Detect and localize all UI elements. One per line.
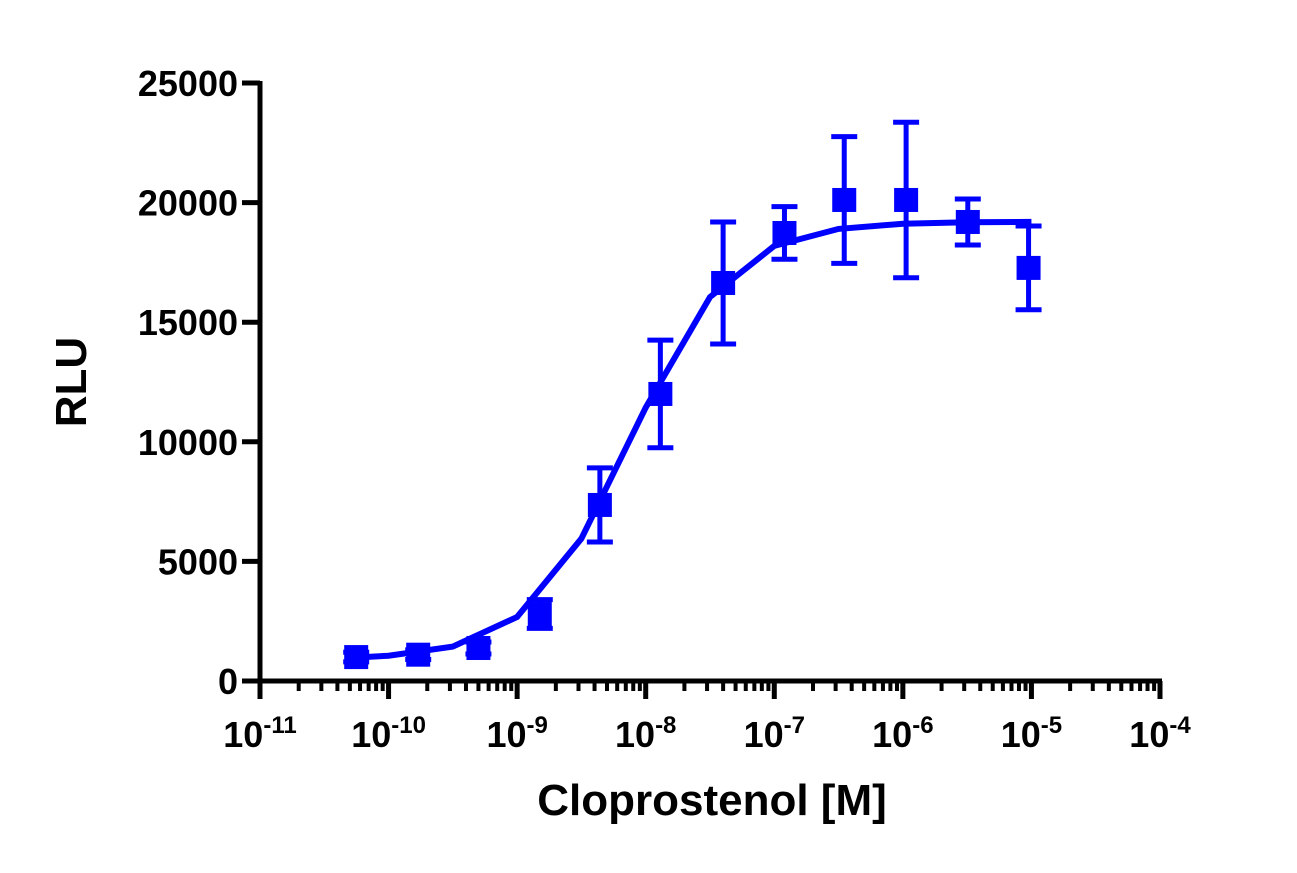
y-tick-label: 5000 bbox=[158, 541, 238, 582]
x-tick-label: 10-4 bbox=[1129, 712, 1191, 755]
x-tick-label: 10-7 bbox=[744, 712, 805, 755]
x-tick-label: 10-9 bbox=[486, 712, 547, 755]
marker bbox=[1016, 255, 1041, 280]
fit-curve bbox=[356, 218, 1032, 661]
x-tick-label: 10-5 bbox=[1001, 712, 1062, 755]
x-axis-title: Cloprostenol [M] bbox=[537, 776, 887, 825]
y-tick-label: 10000 bbox=[138, 422, 238, 463]
marker bbox=[527, 602, 552, 627]
x-tick-label: 10-6 bbox=[872, 712, 933, 755]
y-tick-label: 25000 bbox=[138, 63, 238, 104]
y-axis-title: RLU bbox=[47, 337, 96, 427]
y-tick-label: 20000 bbox=[138, 183, 238, 224]
y-tick-label: 0 bbox=[218, 661, 238, 702]
marker bbox=[832, 187, 857, 212]
marker bbox=[894, 187, 919, 212]
x-tick-label: 10-10 bbox=[351, 712, 426, 755]
x-tick-label: 10-11 bbox=[223, 712, 296, 755]
x-tick-label: 10-8 bbox=[615, 712, 676, 755]
y-tick-label: 15000 bbox=[138, 302, 238, 343]
